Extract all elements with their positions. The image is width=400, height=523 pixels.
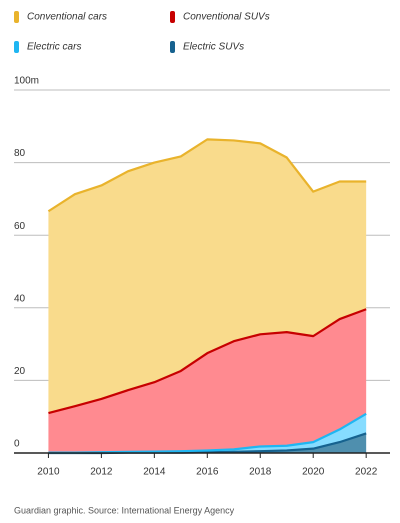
x-tick-label: 2020	[302, 467, 325, 478]
legend-label: Electric cars	[27, 42, 81, 53]
legend-marker	[14, 11, 19, 23]
x-tick-label: 2022	[355, 467, 378, 478]
x-tick-label: 2010	[37, 467, 60, 478]
y-tick-label: 0	[14, 439, 20, 450]
legend-label: Electric SUVs	[183, 42, 244, 53]
x-tick-label: 2012	[90, 467, 113, 478]
source-note: Guardian graphic. Source: International …	[14, 505, 235, 515]
legend-marker	[170, 41, 175, 53]
area	[48, 433, 367, 453]
y-tick-label: 100m	[14, 76, 39, 87]
y-tick-label: 40	[14, 293, 26, 304]
y-tick-label: 80	[14, 148, 26, 159]
area	[48, 309, 367, 453]
legend-label: Conventional SUVs	[183, 12, 270, 23]
x-tick-label: 2016	[196, 467, 219, 478]
series-line	[47, 138, 367, 213]
x-tick-label: 2014	[143, 467, 166, 478]
y-tick-label: 20	[14, 366, 26, 377]
y-tick-label: 60	[14, 221, 26, 232]
legend-marker	[14, 41, 19, 53]
legend-marker	[170, 11, 175, 23]
x-tick-label: 2018	[249, 467, 272, 478]
area	[48, 139, 367, 414]
legend-label: Conventional cars	[27, 12, 107, 23]
series-line	[48, 308, 367, 415]
